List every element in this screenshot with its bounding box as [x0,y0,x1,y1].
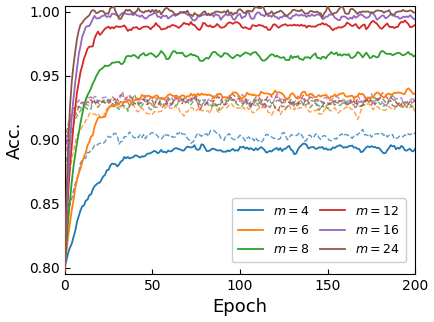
$m=6$ [190,94,195,98]
$m=16$ [190,18,195,22]
$m=6$ [209,94,214,98]
$m=16$ [62,262,67,266]
$m=24$ [251,7,256,11]
$m=8$ [190,53,195,57]
$m=24$ [190,14,195,18]
$m=8$ [64,242,69,246]
$m=24$ [385,9,390,13]
$m=16$ [251,16,256,20]
$m=8$ [251,51,256,54]
$m=8$ [379,49,385,53]
$m=4$ [251,148,256,152]
$m=8$ [413,53,418,57]
$m=8$ [385,52,390,56]
$m=16$ [413,18,418,22]
Line: $m=16$: $m=16$ [65,12,415,264]
$m=16$ [209,12,214,16]
X-axis label: Epoch: Epoch [213,298,267,317]
$m=6$ [251,93,256,97]
$m=4$ [413,147,418,150]
$m=6$ [383,94,388,98]
$m=24$ [260,4,266,7]
$m=16$ [94,16,99,20]
$m=24$ [64,193,69,196]
$m=24$ [413,11,418,14]
Line: $m=12$: $m=12$ [65,20,415,270]
$m=6$ [64,249,69,253]
$m=8$ [62,270,67,274]
$m=12$ [209,25,214,29]
$m=12$ [62,269,67,272]
$m=4$ [64,258,69,262]
$m=16$ [385,15,390,19]
$m=4$ [62,265,67,269]
$m=12$ [383,23,388,27]
$m=16$ [369,10,374,14]
$m=6$ [406,86,411,90]
$m=4$ [385,148,390,152]
$m=12$ [190,23,195,27]
Line: $m=4$: $m=4$ [65,144,415,267]
$m=8$ [209,51,214,55]
$m=4$ [190,145,195,149]
Y-axis label: Acc.: Acc. [6,121,23,158]
$m=12$ [251,24,256,27]
Line: $m=8$: $m=8$ [65,51,415,272]
Line: $m=24$: $m=24$ [65,5,415,262]
$m=6$ [62,263,67,267]
$m=4$ [300,142,306,146]
$m=16$ [64,214,69,218]
$m=4$ [209,147,214,151]
$m=4$ [94,183,99,186]
Line: $m=6$: $m=6$ [65,88,415,265]
$m=6$ [413,91,418,95]
$m=12$ [413,23,418,27]
$m=8$ [94,74,99,78]
$m=24$ [209,12,214,15]
$m=12$ [402,18,408,22]
$m=12$ [94,33,99,36]
$m=24$ [62,260,67,264]
$m=24$ [94,11,99,15]
Legend: $m=4$, $m=6$, $m=8$, $m=12$, $m=16$, $m=24$: $m=4$, $m=6$, $m=8$, $m=12$, $m=16$, $m=… [232,198,405,262]
$m=12$ [64,225,69,229]
$m=6$ [94,120,99,124]
